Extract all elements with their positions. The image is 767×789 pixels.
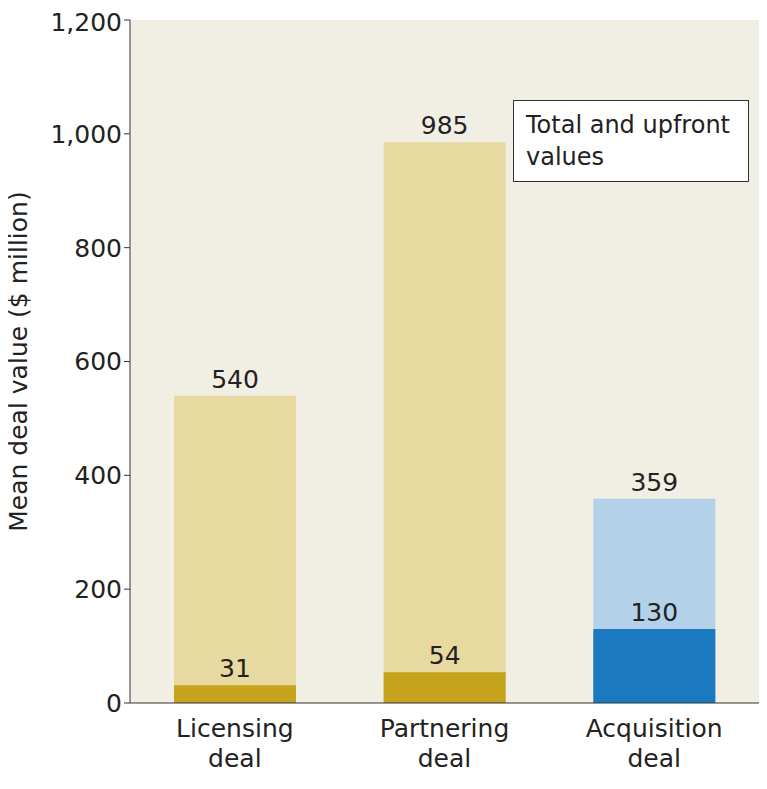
svg-text:600: 600 (74, 347, 122, 376)
svg-text:54: 54 (429, 641, 461, 670)
svg-text:359: 359 (630, 468, 678, 497)
svg-text:1,000: 1,000 (50, 120, 122, 149)
svg-text:Acquisitiondeal: Acquisitiondeal (586, 714, 723, 773)
svg-text:Licensingdeal: Licensingdeal (176, 714, 294, 773)
svg-text:540: 540 (211, 365, 259, 394)
svg-text:985: 985 (421, 111, 469, 140)
svg-text:1,200: 1,200 (50, 8, 122, 37)
svg-text:800: 800 (74, 234, 122, 263)
svg-text:Partneringdeal: Partneringdeal (380, 714, 510, 773)
svg-text:400: 400 (74, 461, 122, 490)
svg-text:0: 0 (106, 689, 122, 718)
svg-text:Mean deal value ($ million): Mean deal value ($ million) (8, 191, 33, 531)
svg-text:200: 200 (74, 575, 122, 604)
html-text:Total and upfront values: Total and upfront values (526, 111, 730, 171)
svg-text:130: 130 (630, 598, 678, 627)
svg-text:31: 31 (219, 654, 251, 683)
